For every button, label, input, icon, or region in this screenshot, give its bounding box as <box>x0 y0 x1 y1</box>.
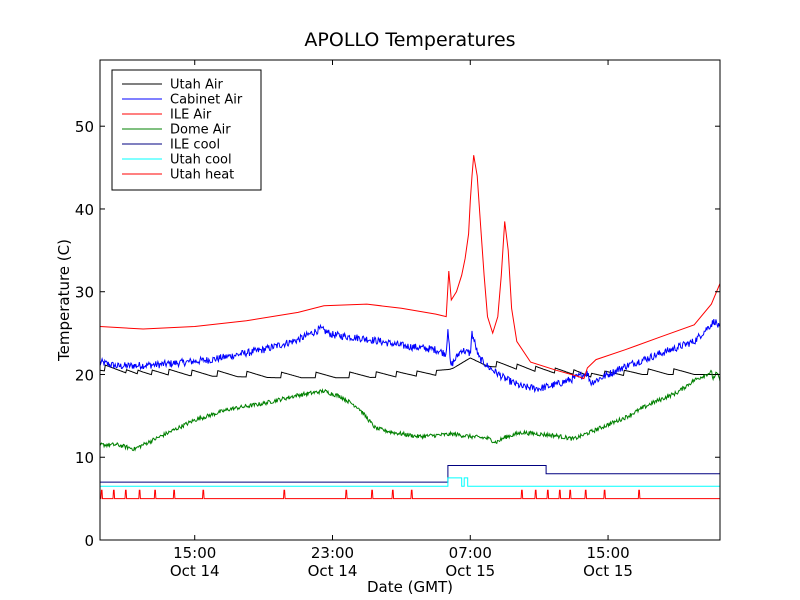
utah-cool-legend-label: Utah cool <box>170 153 232 168</box>
y-tick-label: 40 <box>75 201 94 219</box>
x-axis-label: Date (GMT) <box>367 578 453 596</box>
utah-heat-legend-label: Utah heat <box>170 168 234 183</box>
x-tick-time-label: 23:00 <box>311 544 354 562</box>
x-tick-time-label: 07:00 <box>449 544 492 562</box>
cabinet-air-legend-label: Cabinet Air <box>170 93 243 108</box>
y-axis: 0 10 20 30 40 50 <box>75 118 720 550</box>
x-tick-date-label: Oct 15 <box>583 562 633 580</box>
ile-air-line <box>100 155 720 380</box>
y-tick-label: 50 <box>75 118 94 136</box>
cabinet-air-line <box>100 319 720 394</box>
x-tick-time-label: 15:00 <box>586 544 629 562</box>
ile-cool-legend-label: ILE cool <box>170 138 220 153</box>
utah-cool-line <box>100 477 720 487</box>
ile-air-legend-label: ILE Air <box>170 108 212 123</box>
x-tick-date-label: Oct 15 <box>445 562 495 580</box>
y-axis-label: Temperature (C) <box>55 239 73 362</box>
y-tick-label: 20 <box>75 366 94 384</box>
utah-air-legend-label: Utah Air <box>170 78 223 93</box>
legend-box <box>111 69 262 191</box>
series-layer <box>100 155 720 500</box>
y-tick-label: 10 <box>75 449 94 467</box>
chart-title: APOLLO Temperatures <box>304 29 515 51</box>
utah-heat-line <box>100 489 720 500</box>
plot-frame <box>99 59 721 541</box>
x-tick-time-label: 15:00 <box>173 544 216 562</box>
utah-air-line <box>100 357 720 379</box>
y-tick-label: 30 <box>75 284 94 302</box>
y-tick-label: 0 <box>84 532 94 550</box>
x-tick-date-label: Oct 14 <box>308 562 358 580</box>
ile-cool-line <box>100 465 720 483</box>
dome-air-line <box>100 369 720 452</box>
dome-air-legend-label: Dome Air <box>170 123 231 138</box>
x-tick-date-label: Oct 14 <box>170 562 220 580</box>
